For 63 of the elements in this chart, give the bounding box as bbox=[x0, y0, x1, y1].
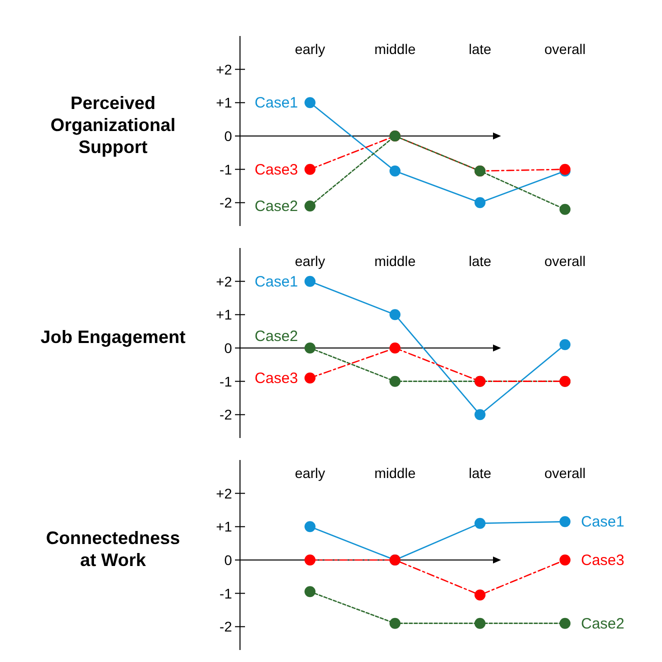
y-tick-label: 0 bbox=[224, 552, 232, 568]
series-label: Case1 bbox=[581, 514, 624, 531]
x-tick-label: early bbox=[294, 41, 326, 57]
x-tick-label: overall bbox=[544, 253, 586, 269]
y-tick-label: +1 bbox=[216, 306, 232, 323]
point bbox=[560, 516, 570, 528]
point bbox=[304, 164, 316, 175]
x-tick-label: early bbox=[294, 465, 326, 481]
x-tick-label: middle bbox=[374, 253, 416, 269]
point bbox=[304, 276, 316, 287]
series-label: Case3 bbox=[254, 370, 298, 387]
series-label: Case2 bbox=[254, 198, 298, 215]
point bbox=[560, 204, 570, 215]
x-tick-label: middle bbox=[374, 465, 416, 481]
y-tick-label: +2 bbox=[216, 485, 232, 502]
point bbox=[390, 376, 400, 387]
y-tick-label: +1 bbox=[216, 94, 232, 111]
point bbox=[474, 518, 486, 529]
y-tick-label: -2 bbox=[220, 194, 232, 211]
x-tick-label: overall bbox=[544, 41, 586, 57]
point bbox=[474, 409, 486, 420]
x-tick-label: late bbox=[468, 41, 492, 57]
x-tick-label: late bbox=[468, 465, 492, 481]
y-tick-label: -2 bbox=[220, 406, 232, 423]
y-tick-label: +2 bbox=[216, 61, 232, 78]
point bbox=[390, 309, 400, 320]
point bbox=[304, 372, 316, 384]
series-label: Case2 bbox=[581, 615, 624, 632]
series-label: Case3 bbox=[581, 552, 624, 569]
point bbox=[304, 200, 316, 212]
point bbox=[560, 618, 570, 629]
x-tick-label: early bbox=[294, 253, 326, 269]
point bbox=[390, 342, 400, 354]
series-label: Case1 bbox=[254, 273, 298, 290]
point bbox=[304, 554, 316, 566]
point bbox=[304, 342, 316, 354]
y-tick-label: 0 bbox=[224, 128, 232, 144]
y-axis-title: Job Engagement bbox=[40, 327, 186, 347]
x-tick-label: middle bbox=[374, 41, 416, 57]
y-axis-title: Perceived Organizational Support bbox=[50, 93, 176, 157]
y-tick-label: +1 bbox=[216, 518, 232, 535]
x-tick-label: overall bbox=[544, 465, 586, 481]
y-tick-label: -2 bbox=[220, 618, 232, 635]
x-tick-label: late bbox=[468, 253, 492, 269]
point bbox=[474, 197, 486, 208]
y-tick-label: 0 bbox=[224, 340, 232, 356]
point bbox=[304, 586, 316, 598]
point bbox=[474, 590, 486, 600]
y-tick-label: -1 bbox=[220, 373, 232, 390]
point bbox=[390, 618, 400, 629]
point bbox=[560, 554, 570, 566]
y-axis-title: Connectedness at Work bbox=[46, 528, 180, 570]
y-tick-label: -1 bbox=[220, 585, 232, 602]
point bbox=[390, 166, 400, 176]
series-label: Case1 bbox=[254, 94, 298, 112]
series-label: Case2 bbox=[254, 328, 298, 345]
point bbox=[304, 521, 316, 532]
point bbox=[474, 618, 486, 629]
y-tick-label: +2 bbox=[216, 273, 232, 290]
series-label: Case3 bbox=[254, 161, 298, 178]
point bbox=[304, 97, 316, 108]
y-tick-label: -1 bbox=[220, 161, 232, 178]
point bbox=[560, 339, 570, 350]
